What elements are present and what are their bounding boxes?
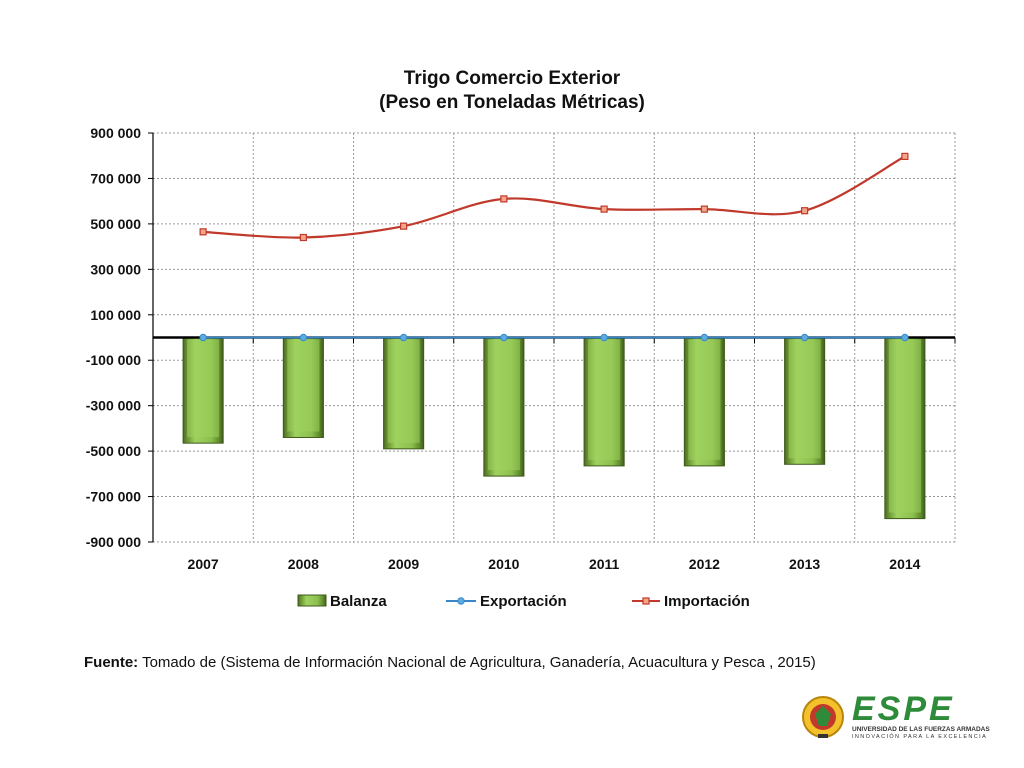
bar-highlight (387, 339, 420, 443)
marker-importacion-2011 (600, 205, 608, 213)
marker-importacion-2014 (901, 152, 909, 161)
marker-exportacion-2013 (800, 333, 809, 342)
marker-exportacion-2009 (399, 333, 408, 342)
chart-title-line2: (Peso en Toneladas Métricas) (379, 92, 645, 113)
logo-tagline-2: INNOVACIÓN PARA LA EXCELENCIA (852, 734, 988, 740)
source-text: Tomado de (Sistema de Información Nacion… (138, 654, 816, 671)
logo-tagline-1: UNIVERSIDAD DE LAS FUERZAS ARMADAS (852, 726, 990, 733)
y-tick-label: -500 000 (86, 443, 141, 459)
x-tick-label-2014: 2014 (889, 556, 920, 572)
x-tick-label-2010: 2010 (488, 556, 519, 572)
chart-title-line1: Trigo Comercio Exterior (404, 68, 621, 89)
logo-wordmark: ESPE (852, 690, 955, 728)
legend-swatch-exportacion-marker (457, 597, 465, 605)
marker-exportacion-2007 (199, 333, 207, 342)
x-tick-label-2009: 2009 (388, 556, 419, 572)
y-tick-label: 300 000 (90, 261, 141, 277)
espe-logo: ESPE UNIVERSIDAD DE LAS FUERZAS ARMADAS … (800, 690, 996, 742)
y-tick-label: -900 000 (86, 534, 141, 550)
legend-label-balanza: Balanza (330, 593, 387, 610)
y-tick-label: 700 000 (90, 170, 141, 186)
marker-importacion-2009 (400, 222, 408, 230)
bar-highlight (588, 339, 621, 460)
marker-exportacion-2011 (600, 333, 608, 342)
y-tick-label: 100 000 (90, 307, 141, 323)
bar-highlight (788, 339, 821, 459)
marker-exportacion-2014 (901, 333, 909, 342)
legend-swatch-balanza (297, 594, 327, 607)
marker-exportacion-2010 (500, 333, 508, 342)
x-tick-label-2007: 2007 (188, 556, 219, 572)
marker-importacion-2012 (700, 205, 708, 213)
bar-highlight (187, 339, 220, 438)
source-note: Fuente: Tomado de (Sistema de Informació… (84, 654, 984, 671)
bar-highlight (888, 339, 921, 513)
x-tick-label-2008: 2008 (288, 556, 319, 572)
legend-label-exportacion: Exportación (480, 593, 567, 610)
y-tick-label: -700 000 (86, 489, 141, 505)
x-tick-label-2011: 2011 (589, 556, 620, 572)
marker-exportacion-2008 (299, 333, 308, 342)
y-tick-label: -300 000 (86, 398, 141, 414)
bar-highlight (487, 339, 520, 471)
x-tick-label-2013: 2013 (789, 556, 820, 572)
x-tick-label-2012: 2012 (689, 556, 720, 572)
marker-importacion-2013 (801, 207, 809, 215)
y-tick-label: 900 000 (90, 125, 141, 141)
legend-label-importacion: Importación (664, 593, 750, 610)
marker-importacion-2010 (500, 195, 508, 203)
y-tick-label: 500 000 (90, 216, 141, 232)
crest-icon (802, 696, 844, 738)
line-importacion (203, 155, 906, 239)
marker-exportacion-2012 (700, 333, 709, 342)
source-label: Fuente: (84, 654, 139, 671)
legend-swatch-importacion-marker (642, 597, 650, 605)
marker-importacion-2007 (199, 228, 207, 236)
marker-importacion-2008 (299, 233, 307, 242)
bar-highlight (287, 339, 320, 432)
y-tick-label: -100 000 (86, 352, 141, 368)
bar-highlight (688, 339, 721, 460)
